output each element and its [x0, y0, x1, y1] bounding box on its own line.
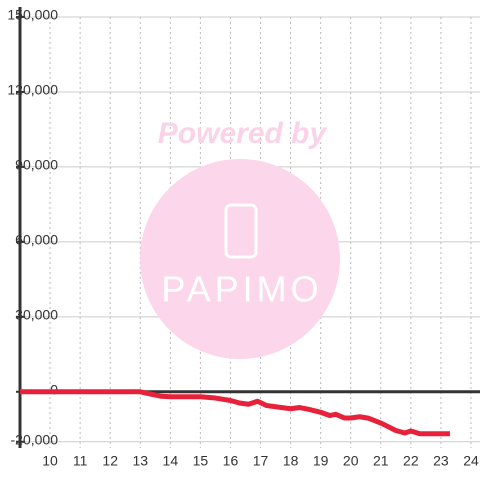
- x-tick-label: 15: [193, 453, 209, 469]
- x-tick-label: 13: [132, 453, 148, 469]
- y-tick-label: 90,000: [15, 157, 58, 173]
- x-tick-label: 19: [313, 453, 329, 469]
- y-tick-label: 120,000: [7, 82, 58, 98]
- watermark-circle: [140, 159, 340, 359]
- watermark-title: Powered by: [158, 117, 328, 150]
- y-tick-label: -20,000: [11, 431, 59, 447]
- x-tick-label: 12: [102, 453, 118, 469]
- x-tick-label: 24: [463, 453, 479, 469]
- x-tick-label: 22: [403, 453, 419, 469]
- y-tick-label: 150,000: [7, 7, 58, 23]
- data-line: [20, 389, 450, 437]
- x-tick-label: 11: [73, 453, 88, 469]
- watermark-icon: [224, 203, 258, 259]
- watermark-brand: PAPIMO: [161, 269, 322, 310]
- x-tick-label: 20: [343, 453, 359, 469]
- x-tick-label: 23: [433, 453, 449, 469]
- x-tick-label: 16: [223, 453, 239, 469]
- x-tick-label: 17: [253, 453, 269, 469]
- x-tick-label: 10: [42, 453, 58, 469]
- y-tick-label: 30,000: [15, 307, 58, 323]
- x-tick-label: 14: [163, 453, 179, 469]
- x-tick-label: 21: [373, 453, 389, 469]
- x-tick-label: 18: [283, 453, 299, 469]
- y-tick-label: 60,000: [15, 232, 58, 248]
